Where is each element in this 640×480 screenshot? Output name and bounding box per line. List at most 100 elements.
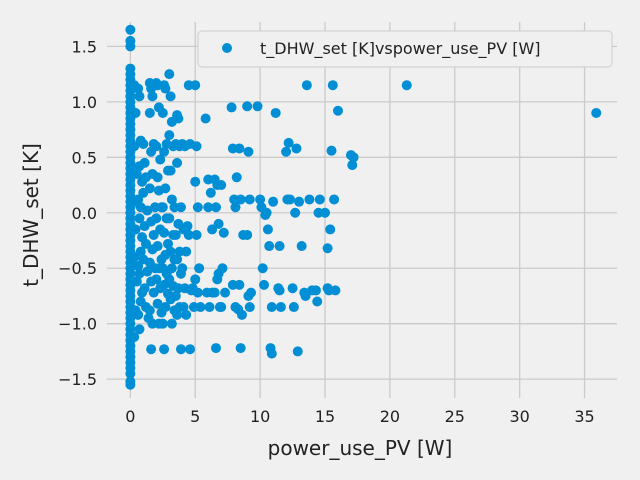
data-point bbox=[129, 252, 140, 263]
data-point bbox=[133, 83, 144, 94]
data-point bbox=[244, 302, 255, 313]
x-tick-label: 5 bbox=[190, 407, 200, 426]
data-point bbox=[288, 302, 299, 313]
data-point bbox=[216, 302, 227, 313]
data-point bbox=[151, 213, 162, 224]
data-point bbox=[330, 285, 341, 296]
data-point bbox=[190, 80, 201, 91]
data-point bbox=[216, 180, 227, 191]
y-tick-label: 0.0 bbox=[72, 204, 97, 223]
data-point bbox=[152, 298, 163, 309]
data-point bbox=[175, 202, 186, 213]
data-point bbox=[133, 309, 144, 320]
data-point bbox=[266, 302, 277, 313]
data-point bbox=[170, 229, 181, 240]
data-point bbox=[300, 290, 311, 301]
data-points bbox=[125, 24, 602, 390]
data-point bbox=[327, 80, 338, 91]
x-tick-label: 0 bbox=[125, 407, 135, 426]
data-point bbox=[159, 146, 170, 157]
data-point bbox=[190, 176, 201, 187]
data-point bbox=[325, 224, 336, 235]
x-axis-label: power_use_PV [W] bbox=[268, 436, 453, 460]
data-point bbox=[257, 263, 268, 274]
x-tick-label: 25 bbox=[445, 407, 465, 426]
data-point bbox=[172, 157, 183, 168]
legend-entry: t_DHW_set [K]vspower_use_PV [W] bbox=[260, 39, 541, 59]
y-tick-label: 0.5 bbox=[72, 148, 97, 167]
x-tick-label: 35 bbox=[574, 407, 594, 426]
data-point bbox=[157, 202, 168, 213]
data-point bbox=[129, 141, 140, 152]
data-point bbox=[266, 348, 277, 359]
data-point bbox=[274, 241, 285, 252]
data-point bbox=[183, 229, 194, 240]
data-point bbox=[160, 183, 171, 194]
data-point bbox=[244, 194, 255, 205]
data-point bbox=[165, 165, 176, 176]
data-point bbox=[203, 202, 214, 213]
data-point bbox=[134, 213, 145, 224]
data-point bbox=[162, 238, 173, 249]
data-point bbox=[181, 246, 192, 257]
data-point bbox=[326, 145, 337, 156]
data-point bbox=[152, 172, 163, 183]
data-point bbox=[152, 241, 163, 252]
data-point bbox=[192, 287, 203, 298]
x-tick-label: 10 bbox=[250, 407, 270, 426]
data-point bbox=[125, 379, 136, 390]
data-point bbox=[284, 194, 295, 205]
data-point bbox=[125, 24, 136, 35]
data-point bbox=[147, 91, 158, 102]
data-point bbox=[231, 172, 242, 183]
data-point bbox=[320, 207, 331, 218]
data-point bbox=[242, 229, 253, 240]
data-point bbox=[329, 194, 340, 205]
data-point bbox=[134, 324, 145, 335]
data-point bbox=[125, 368, 136, 379]
data-point bbox=[291, 143, 302, 154]
data-point bbox=[155, 154, 166, 165]
data-point bbox=[134, 268, 145, 279]
data-point bbox=[131, 276, 142, 287]
data-point bbox=[255, 194, 266, 205]
data-point bbox=[129, 331, 140, 342]
data-point bbox=[332, 105, 343, 116]
data-point bbox=[242, 101, 253, 112]
data-point bbox=[211, 202, 222, 213]
data-point bbox=[164, 69, 175, 80]
data-point bbox=[166, 263, 177, 274]
data-point bbox=[217, 263, 228, 274]
data-point bbox=[172, 254, 183, 265]
legend: t_DHW_set [K]vspower_use_PV [W] bbox=[197, 30, 613, 68]
data-point bbox=[140, 238, 151, 249]
data-point bbox=[185, 344, 196, 355]
data-point bbox=[204, 302, 215, 313]
data-point bbox=[164, 130, 175, 141]
data-point bbox=[304, 194, 315, 205]
data-point bbox=[144, 183, 155, 194]
data-point bbox=[243, 146, 254, 157]
data-point bbox=[211, 343, 222, 354]
x-tick-label: 30 bbox=[509, 407, 529, 426]
data-point bbox=[144, 305, 155, 316]
data-point bbox=[134, 91, 145, 102]
data-point bbox=[292, 346, 303, 357]
y-tick-label: 1.0 bbox=[72, 93, 97, 112]
y-tick-label: −1.0 bbox=[58, 315, 97, 334]
data-point bbox=[281, 146, 292, 157]
data-point bbox=[270, 107, 281, 118]
data-point bbox=[301, 80, 312, 91]
data-point bbox=[139, 157, 150, 168]
data-point bbox=[181, 309, 192, 320]
data-point bbox=[310, 285, 321, 296]
data-point bbox=[283, 137, 294, 148]
data-point bbox=[151, 141, 162, 152]
data-point bbox=[130, 107, 141, 118]
data-point bbox=[160, 302, 171, 313]
data-point bbox=[190, 274, 201, 285]
data-point bbox=[194, 263, 205, 274]
data-point bbox=[243, 290, 254, 301]
data-point bbox=[274, 285, 285, 296]
